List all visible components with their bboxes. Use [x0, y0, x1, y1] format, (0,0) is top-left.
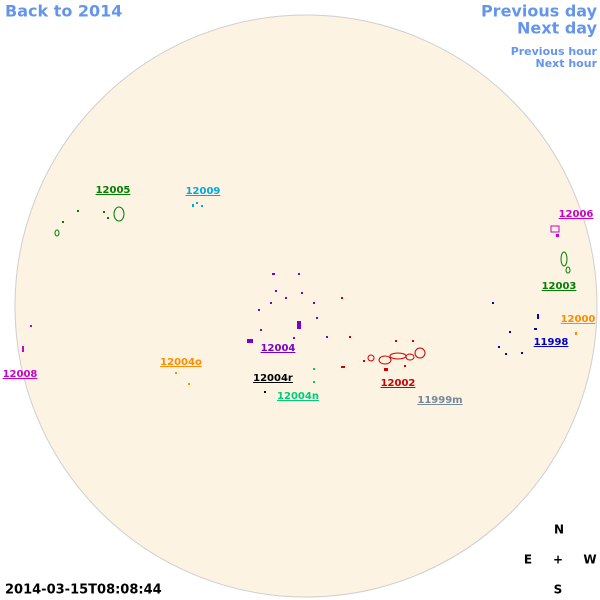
timestamp: 2014-03-15T08:08:44 — [5, 583, 162, 598]
sunspot — [565, 266, 571, 274]
sunspot — [341, 297, 343, 299]
region-label: 12003 — [542, 281, 577, 292]
sunspot — [349, 336, 351, 338]
sunspot — [492, 302, 494, 304]
region-label: 12005 — [96, 185, 131, 196]
compass-north: N — [554, 523, 564, 537]
sunspot — [556, 234, 559, 237]
region-label: 12004n — [277, 391, 319, 402]
sunspot — [404, 365, 406, 367]
sunspot — [537, 314, 539, 319]
sunspot-group — [192, 202, 203, 207]
sunspot — [534, 328, 537, 330]
sunspot — [298, 273, 300, 275]
sunspot — [54, 229, 60, 237]
sunspot — [30, 325, 32, 327]
sunspot — [498, 346, 500, 348]
sunspot — [275, 290, 277, 292]
sunspot — [22, 346, 24, 352]
sunspot — [367, 354, 375, 362]
region-label: 12004o — [160, 357, 202, 368]
sunspot — [505, 353, 507, 355]
sunspot-group — [22, 225, 560, 352]
sunspot — [509, 331, 511, 333]
next-hour-link[interactable]: Next hour — [536, 57, 598, 70]
sunspot-group — [247, 273, 328, 343]
region-label: 12004r — [253, 373, 293, 384]
sunspot — [313, 381, 315, 383]
sunspot — [175, 372, 177, 374]
region-label: 12008 — [3, 369, 38, 380]
sunspot — [316, 317, 318, 319]
next-day-link[interactable]: Next day — [517, 19, 598, 38]
region-label: 12002 — [381, 378, 416, 389]
sunspot — [412, 340, 414, 342]
sunspot — [293, 337, 295, 339]
sunspot-group — [341, 297, 426, 371]
sunspot — [414, 347, 426, 359]
sunspot — [363, 360, 365, 362]
sunspot — [313, 368, 315, 370]
sunspot — [384, 368, 388, 371]
sunspot — [378, 355, 392, 365]
back-link[interactable]: Back to 2014 — [5, 2, 122, 21]
compass-south: S — [554, 583, 563, 597]
sunspot — [550, 225, 560, 233]
sunspot-group — [54, 206, 571, 274]
compass-west: W — [583, 553, 596, 567]
sunspot — [192, 204, 194, 207]
sunspot — [285, 297, 287, 299]
compass-east: E — [524, 553, 532, 567]
region-label: 12004 — [261, 343, 296, 354]
sunspot-group — [313, 368, 315, 383]
sunspot — [301, 292, 303, 294]
sunspot — [395, 340, 397, 342]
sunspots — [22, 202, 577, 393]
sunspot — [405, 353, 415, 361]
sunspot — [260, 329, 262, 331]
region-label: 12009 — [186, 186, 221, 197]
sunspot — [247, 339, 253, 343]
sunspot-group — [175, 332, 577, 385]
sunspot-group — [492, 302, 539, 355]
sunspot — [201, 205, 203, 207]
solar-disk — [14, 14, 598, 598]
sunspot — [270, 302, 272, 304]
previous-hour-link[interactable]: Previous hour — [511, 45, 598, 58]
sunspot — [77, 210, 79, 212]
region-label: 12000 — [561, 314, 596, 325]
compass-center: + — [553, 553, 563, 567]
sunspot — [264, 391, 266, 393]
sunspot — [258, 309, 260, 311]
region-label: 12006 — [559, 209, 594, 220]
sunspot — [188, 383, 190, 385]
sunspot — [521, 352, 523, 354]
sunspot — [196, 202, 198, 204]
sunspot — [113, 206, 125, 222]
sunspot-group — [62, 210, 109, 223]
sunspot — [62, 221, 64, 223]
sunspot — [272, 273, 275, 275]
region-label: 11999m — [417, 395, 462, 406]
sunspot — [297, 321, 301, 329]
sunspot — [575, 332, 577, 335]
sunspot — [107, 217, 109, 219]
previous-day-link[interactable]: Previous day — [481, 2, 598, 21]
sunspot — [313, 302, 315, 304]
sunspot — [560, 251, 568, 267]
sunspot — [341, 366, 345, 368]
sunspot — [103, 211, 105, 213]
region-label: 11998 — [534, 337, 569, 348]
sunspot — [326, 336, 328, 338]
